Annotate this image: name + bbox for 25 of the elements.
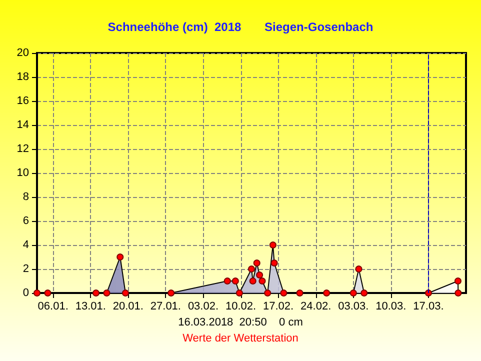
x-tick-label: 17.03. (413, 300, 444, 312)
chart-title: Schneehöhe (cm) 2018 Siegen-Gosenbach (108, 20, 374, 34)
x-tick-label: 13.01. (75, 300, 106, 312)
x-tick-label: 03.02. (188, 300, 219, 312)
y-tick-label: 18 (16, 71, 29, 83)
y-tick-label: 20 (16, 47, 29, 59)
y-tick-label: 6 (22, 215, 29, 227)
y-tick-label: 0 (22, 287, 29, 299)
y-tick-label: 4 (22, 239, 29, 251)
text: 16.03.2018 20:50 0 cm (178, 316, 303, 328)
y-tick-label: 8 (22, 191, 29, 203)
y-tick-label: 12 (16, 143, 29, 155)
x-tick-label: 24.02. (300, 300, 332, 312)
x-tick-label: 20.01. (112, 300, 144, 312)
text: Werte der Wetterstation (182, 332, 298, 344)
y-tick-label: 10 (16, 167, 29, 179)
x-tick-label: 06.01. (38, 300, 68, 312)
y-tick-label: 14 (16, 119, 29, 131)
y-tick-label: 2 (22, 263, 29, 275)
x-tick-label: 17.02. (263, 300, 294, 312)
y-tick-label: 16 (16, 95, 29, 107)
x-tick-label: 10.02. (225, 300, 256, 312)
x-tick-label: 10.03. (376, 300, 406, 312)
x-tick-label: 27.01. (150, 300, 181, 312)
x-tick-label: 03.03. (338, 300, 369, 312)
